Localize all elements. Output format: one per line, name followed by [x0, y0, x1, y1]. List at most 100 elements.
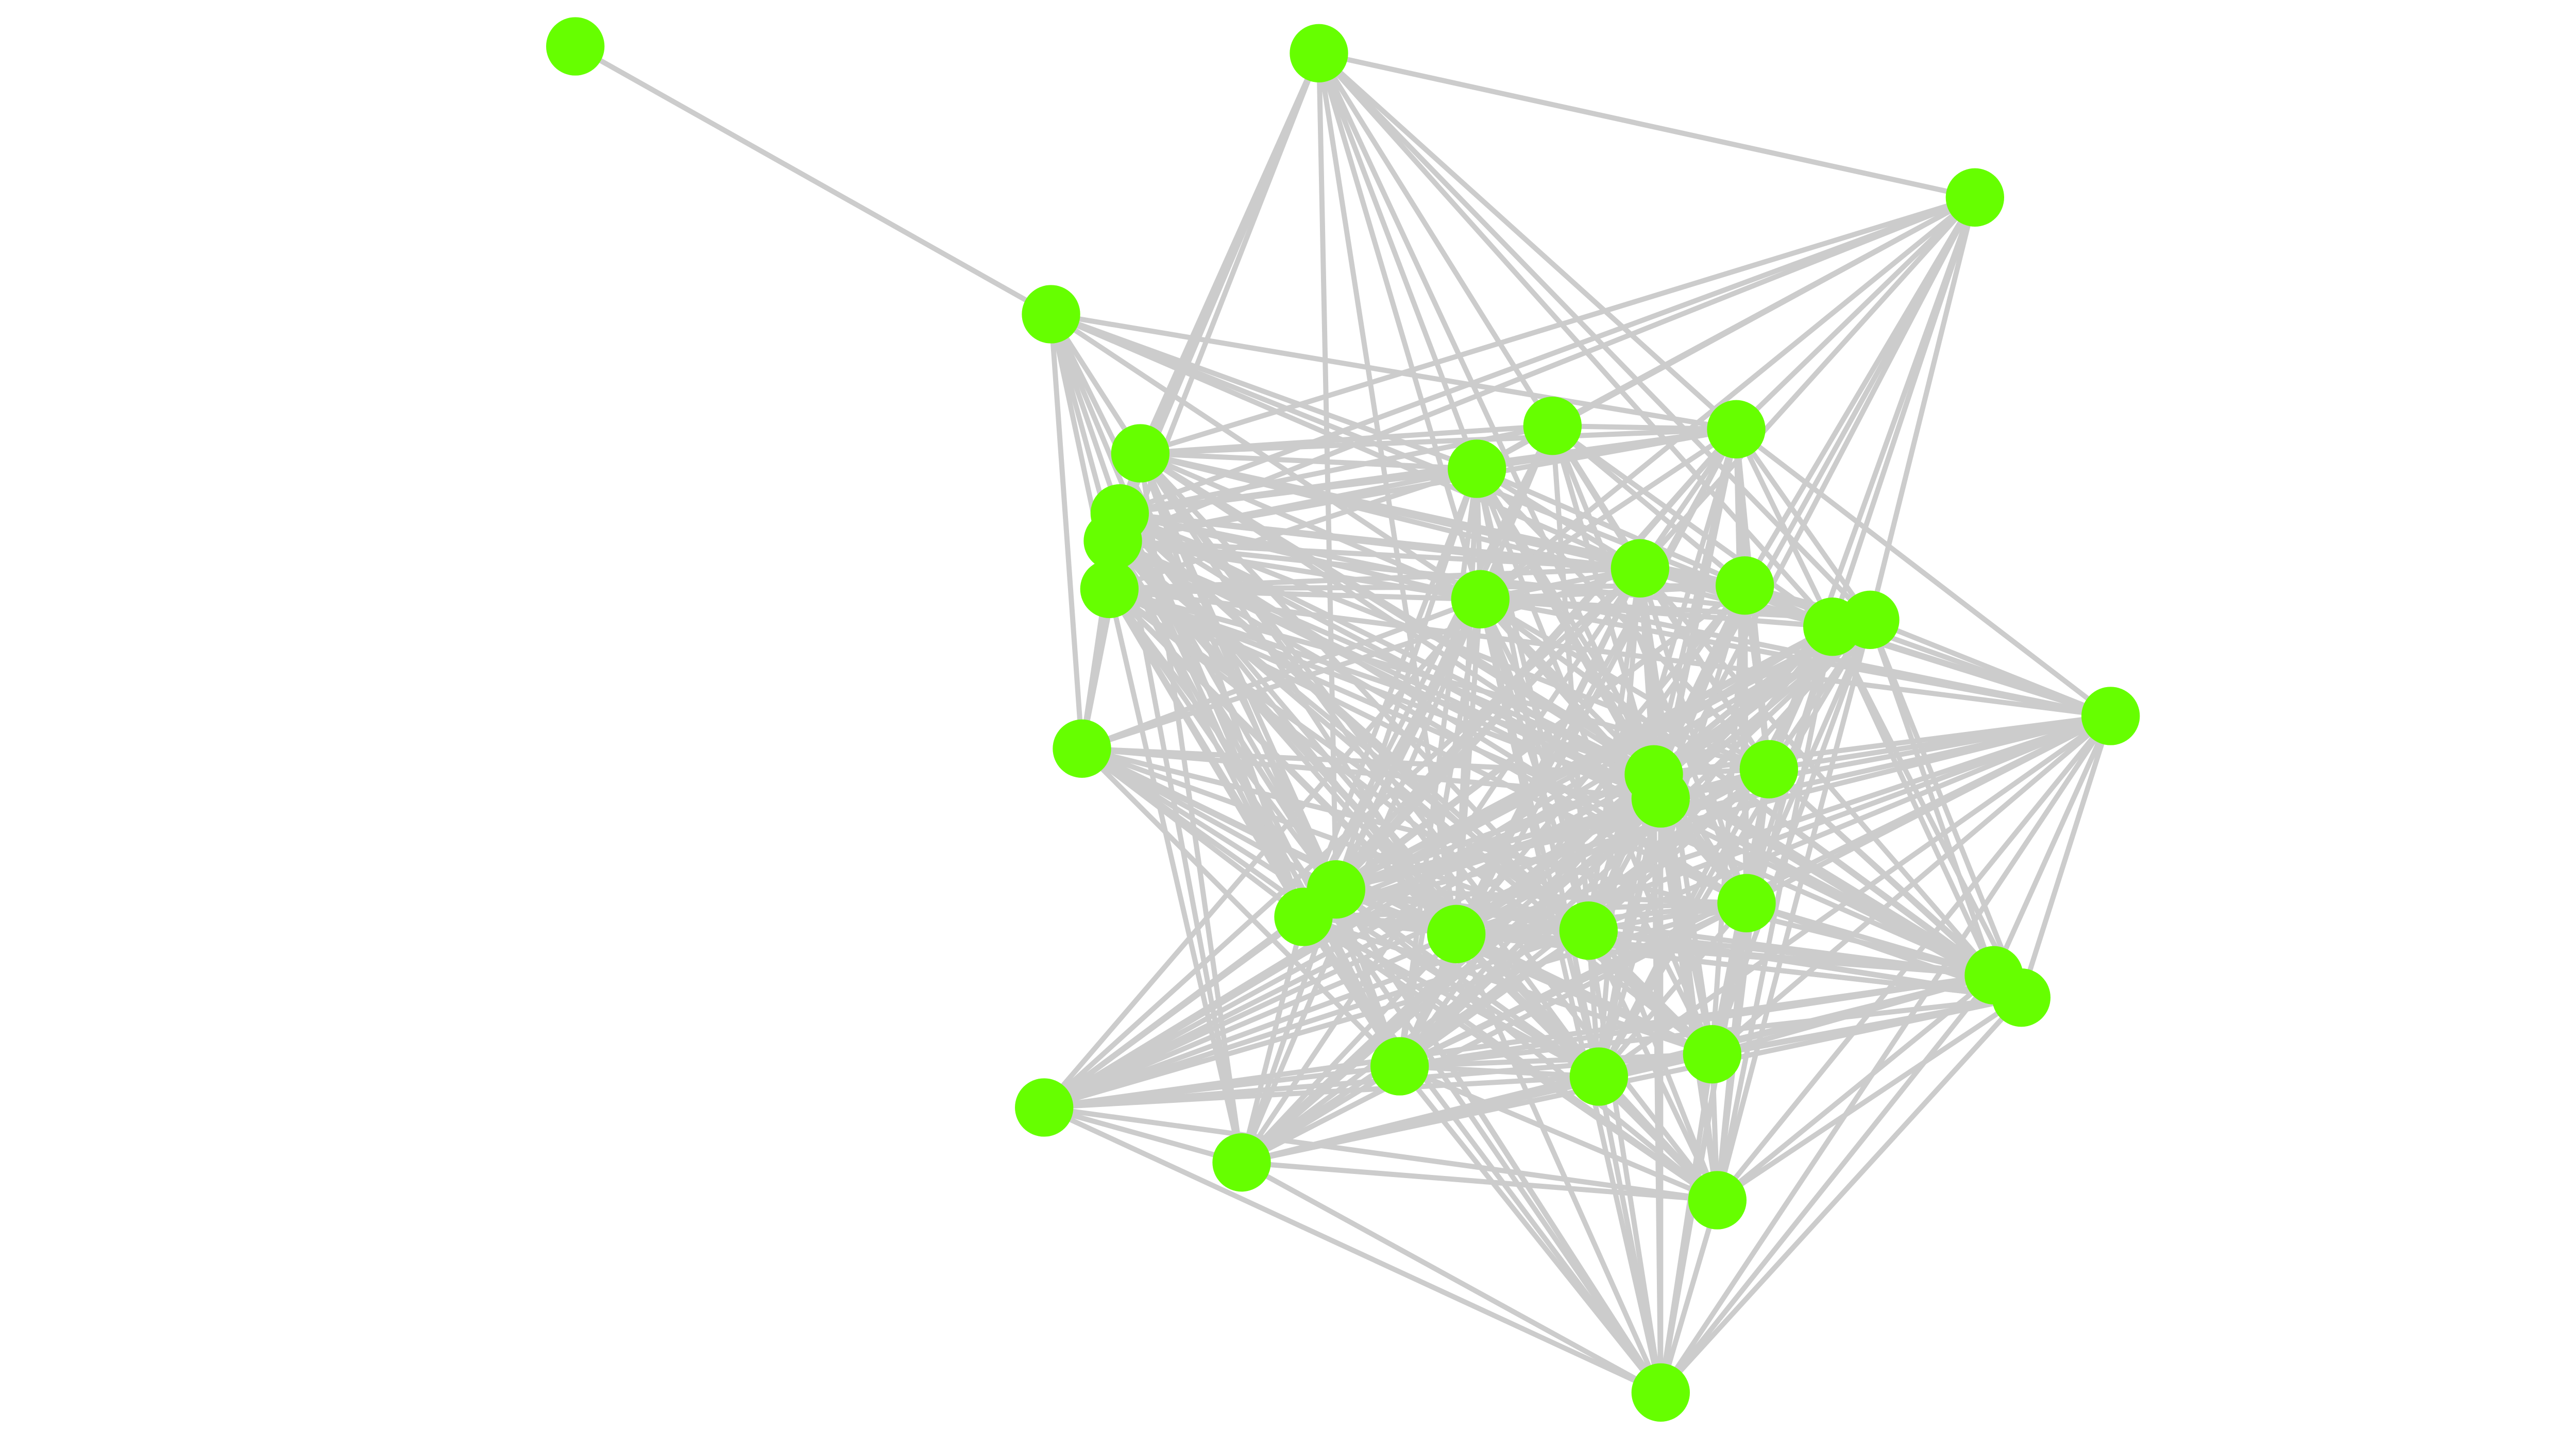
node-n25[interactable] — [1717, 874, 1776, 932]
node-n4[interactable] — [1111, 424, 1170, 483]
edge-n24-n31 — [1043, 928, 1589, 1110]
edge-n6-n12 — [1112, 538, 1640, 571]
node-n12[interactable] — [1611, 539, 1669, 598]
edge-n8-n28 — [1080, 746, 1402, 1068]
edge-n3-n14 — [1479, 195, 1977, 602]
nodes-layer — [546, 17, 2140, 1422]
edge-n11-n14 — [1479, 427, 1738, 602]
edge-n8-n14 — [1081, 596, 1482, 752]
edge-n31-n34 — [1043, 1105, 1662, 1395]
edge-n23-n32 — [1240, 932, 1459, 1165]
edge-n10-n15 — [1551, 423, 1834, 629]
edge-n20-n21 — [1335, 766, 1770, 892]
edge-n26-n34 — [1658, 974, 1996, 1394]
edge-n11-n15 — [1734, 428, 1835, 628]
edge-n1-n8 — [1048, 314, 1084, 749]
node-n22[interactable] — [1274, 888, 1333, 946]
node-n32[interactable] — [1212, 1133, 1271, 1192]
edge-n7-n32 — [1107, 588, 1244, 1163]
edges-layer — [574, 44, 2113, 1395]
edge-n13-n14 — [1480, 583, 1745, 602]
edge-n7-n34 — [1107, 587, 1663, 1394]
node-n30[interactable] — [1683, 1025, 1741, 1084]
edge-n16-n33 — [1715, 619, 1873, 1201]
edge-n3-n5 — [1118, 195, 1976, 516]
edge-n13-n29 — [1596, 585, 1748, 1078]
node-n0[interactable] — [546, 17, 605, 76]
edge-n21-n25 — [1336, 887, 1747, 906]
node-n27[interactable] — [1992, 968, 2050, 1027]
edge-n17-n20 — [1768, 713, 2111, 772]
node-n10[interactable] — [1523, 397, 1582, 455]
node-n31[interactable] — [1015, 1078, 1074, 1137]
node-n17[interactable] — [2081, 687, 2140, 745]
edge-n32-n34 — [1240, 1160, 1662, 1395]
node-n28[interactable] — [1370, 1037, 1429, 1096]
edge-n31-n32 — [1043, 1105, 1243, 1165]
edge-n1-n11 — [1050, 312, 1737, 432]
edge-n31-n33 — [1043, 1105, 1718, 1203]
node-n19[interactable] — [1631, 769, 1690, 828]
node-n33[interactable] — [1688, 1171, 1747, 1230]
edge-n0-n1 — [574, 44, 1053, 317]
node-n9[interactable] — [1448, 439, 1506, 498]
edge-n17-n26 — [1991, 714, 2113, 977]
edge-n17-n34 — [1658, 714, 2113, 1394]
node-n1[interactable] — [1022, 285, 1080, 344]
node-n6[interactable] — [1083, 512, 1142, 570]
edge-n7-n9 — [1108, 466, 1478, 592]
edge-n28-n34 — [1397, 1064, 1663, 1394]
edge-n14-n31 — [1042, 598, 1483, 1110]
edge-n2-n14 — [1316, 52, 1483, 600]
node-n20[interactable] — [1739, 740, 1798, 798]
edge-n27-n33 — [1716, 995, 2023, 1203]
edge-n22-n34 — [1301, 915, 1663, 1394]
edge-n2-n11 — [1317, 51, 1738, 432]
node-n24[interactable] — [1559, 901, 1618, 960]
edge-n10-n13 — [1551, 423, 1747, 588]
edge-n28-n33 — [1398, 1064, 1719, 1203]
node-n23[interactable] — [1427, 905, 1486, 963]
edge-n7-n12 — [1109, 566, 1640, 592]
edge-n17-n27 — [2019, 715, 2113, 999]
edge-n9-n22 — [1301, 468, 1480, 918]
edge-n30-n34 — [1658, 1053, 1715, 1393]
edge-n16-n27 — [1868, 619, 2024, 999]
node-n8[interactable] — [1053, 719, 1111, 778]
edge-n24-n26 — [1588, 928, 1994, 978]
edge-n2-n3 — [1318, 50, 1976, 200]
edge-n4-n11 — [1140, 427, 1737, 456]
edge-n22-n31 — [1042, 914, 1305, 1110]
edge-n22-n25 — [1303, 900, 1747, 919]
edge-n26-n31 — [1043, 973, 1994, 1110]
node-n11[interactable] — [1707, 400, 1766, 458]
node-n29[interactable] — [1569, 1047, 1628, 1106]
edge-n3-n16 — [1868, 197, 1978, 621]
edge-n16-n29 — [1597, 618, 1873, 1078]
node-n3[interactable] — [1945, 168, 2004, 227]
edge-n17-n30 — [1710, 714, 2112, 1056]
edge-n16-n17 — [1869, 617, 2112, 719]
edge-n27-n34 — [1658, 996, 2024, 1394]
edge-n2-n9 — [1316, 52, 1480, 470]
edge-n9-n11 — [1476, 427, 1737, 471]
edge-n16-n26 — [1868, 619, 1996, 976]
node-n16[interactable] — [1841, 590, 1900, 649]
edge-n3-n10 — [1551, 195, 1976, 429]
edge-n25-n32 — [1240, 900, 1748, 1165]
node-n14[interactable] — [1451, 570, 1510, 628]
edge-n23-n31 — [1043, 931, 1458, 1110]
edge-n7-n14 — [1109, 586, 1481, 602]
edge-n4-n9 — [1140, 451, 1477, 471]
edge-n25-n29 — [1597, 901, 1749, 1079]
edge-n11-n16 — [1734, 428, 1873, 622]
edge-n11-n17 — [1734, 427, 2112, 718]
edge-n3-n11 — [1734, 195, 1977, 431]
node-n13[interactable] — [1716, 556, 1774, 615]
node-n2[interactable] — [1290, 24, 1348, 82]
edge-n7-n21 — [1107, 587, 1338, 891]
node-n34[interactable] — [1631, 1363, 1690, 1422]
node-n7[interactable] — [1080, 559, 1139, 618]
edge-n33-n34 — [1658, 1199, 1720, 1393]
